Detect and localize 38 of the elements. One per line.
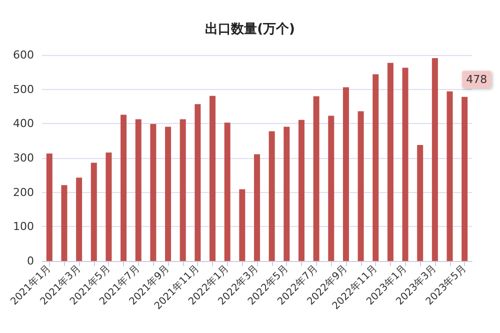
data-label: 478 [466,72,488,86]
bar [313,96,320,261]
bar [135,119,142,261]
bar [342,87,349,261]
bar [90,162,97,261]
bar [106,152,112,261]
bar [120,114,127,261]
bar [358,111,364,261]
y-tick-label: 100 [13,220,34,234]
bar [239,189,246,261]
bar [268,131,275,261]
bar [432,58,438,261]
chart-title: 出口数量(万个) [205,22,295,37]
y-tick-label: 300 [13,152,34,164]
y-tick-label: 600 [13,48,34,62]
bar [76,178,82,261]
bar [446,91,453,261]
bar [328,116,334,261]
bar [402,68,408,261]
y-tick-label: 200 [13,186,34,199]
bar [194,104,201,261]
bar [372,74,379,261]
y-tick-label: 0 [27,254,34,268]
bar [61,185,68,261]
bar [298,120,304,261]
bar [387,62,394,261]
bar [150,124,156,261]
bar [165,126,172,261]
y-tick-label: 500 [13,82,34,96]
bar [46,154,52,261]
bar [224,122,230,261]
bar [462,96,468,261]
bar [284,126,290,261]
y-tick-label: 400 [13,117,34,130]
bar [210,96,216,261]
bar [254,154,260,261]
bar [417,144,424,261]
bar [180,119,186,261]
